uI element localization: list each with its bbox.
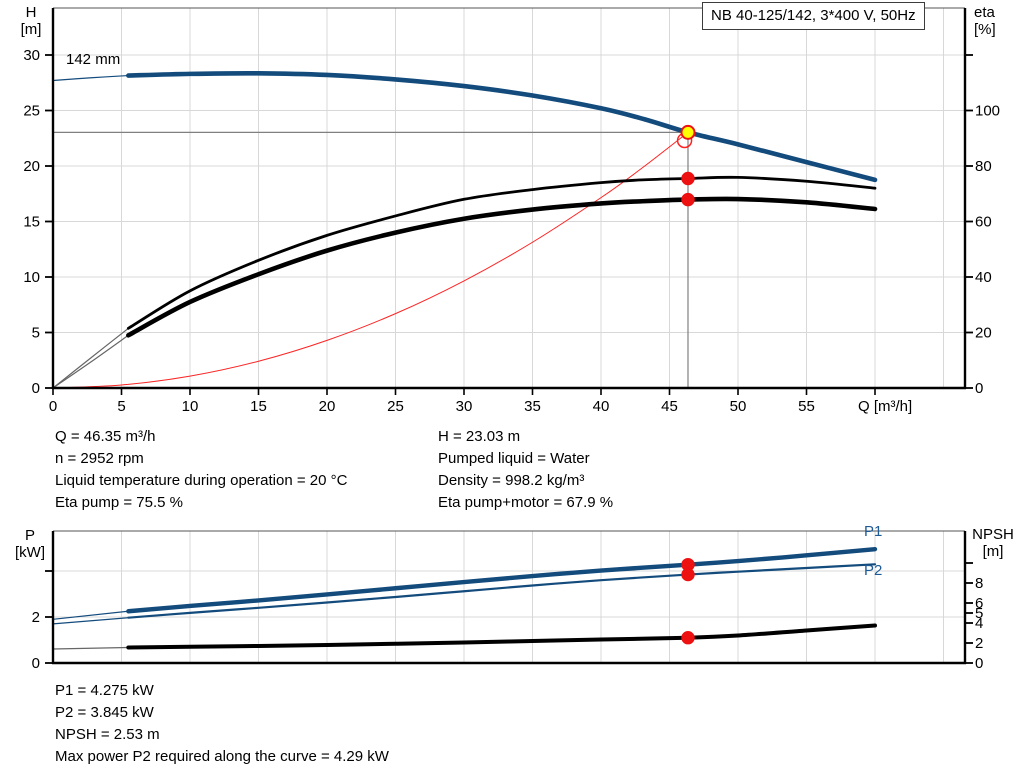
h-axis-unit: [m] — [20, 21, 42, 38]
result-density: Density = 998.2 kg/m³ — [438, 472, 585, 489]
eta-axis-title: eta [%] — [974, 4, 996, 38]
left-tick-label-30: 30 — [23, 47, 40, 64]
result-eta-pump-motor: Eta pump+motor = 67.9 % — [438, 494, 614, 511]
result-p1: P1 = 4.275 kW — [55, 682, 154, 699]
left-tick-label-15: 15 — [23, 214, 40, 231]
result-liquid-temp: Liquid temperature during operation = 20… — [55, 472, 348, 489]
npsh-axis-unit: [m] — [982, 543, 1004, 560]
impeller-size-label: 142 mm — [66, 51, 121, 68]
result-p2: P2 = 3.845 kW — [55, 704, 154, 721]
p-axis-symbol: P — [24, 527, 35, 544]
npsh-curve-start — [52, 646, 129, 650]
x-tick-label-0: 0 — [49, 398, 57, 415]
x-tick-label-40: 40 — [593, 398, 610, 415]
right-tick-label-0: 0 — [975, 655, 983, 672]
x-tick-label-45: 45 — [661, 398, 678, 415]
p2-curve-start — [52, 617, 129, 625]
right-tick-label-5: 5 — [975, 605, 983, 622]
p-axis-unit: [kW] — [15, 544, 45, 561]
x-tick-label-35: 35 — [524, 398, 541, 415]
result-block-bottom: P1 = 4.275 kW P2 = 3.845 kW NPSH = 2.53 … — [55, 680, 389, 768]
right-tick-label-80: 80 — [975, 158, 992, 175]
result-q: Q = 46.35 m³/h — [55, 428, 156, 445]
q-axis-title: Q [m³/h] — [858, 398, 913, 415]
p1-curve — [126, 546, 878, 614]
eta-axis-symbol: eta — [974, 4, 995, 21]
right-tick-label-4: 4 — [975, 615, 983, 632]
right-tick-label-8: 8 — [975, 575, 983, 592]
x-tick-label-5: 5 — [117, 398, 125, 415]
p-axis-title: P [kW] — [6, 527, 54, 561]
x-tick-label-55: 55 — [798, 398, 815, 415]
right-tick-label-100: 100 — [975, 103, 1000, 120]
result-npsh: NPSH = 2.53 m — [55, 726, 160, 743]
system-curve — [52, 131, 689, 389]
x-tick-label-50: 50 — [730, 398, 747, 415]
npsh-axis-symbol: NPSH — [972, 526, 1014, 543]
p1-curve-start — [52, 610, 129, 620]
x-tick-label-30: 30 — [456, 398, 473, 415]
left-tick-label-2: 2 — [32, 609, 40, 626]
pump-curve — [126, 70, 878, 183]
x-tick-label-25: 25 — [387, 398, 404, 415]
result-speed: n = 2952 rpm — [55, 450, 144, 467]
eta-pump-curve-start — [52, 327, 129, 389]
right-tick-label-6: 6 — [975, 595, 983, 612]
eta-axis-unit: [%] — [974, 21, 996, 38]
duty-dot-marker-2 — [681, 631, 695, 645]
npsh-curve — [126, 623, 877, 650]
left-tick-label-25: 25 — [23, 103, 40, 120]
pump-title: NB 40-125/142, 3*400 V, 50Hz — [711, 7, 916, 24]
p2-curve — [127, 563, 877, 619]
eta-pump-motor-curve-start — [52, 334, 129, 389]
right-tick-label-40: 40 — [975, 269, 992, 286]
x-tick-label-20: 20 — [319, 398, 336, 415]
right-tick-label-20: 20 — [975, 325, 992, 342]
x-tick-label-15: 15 — [250, 398, 267, 415]
left-tick-label-10: 10 — [23, 269, 40, 286]
right-tick-label-60: 60 — [975, 214, 992, 231]
duty-dot-marker-0 — [681, 171, 695, 186]
duty-dot-marker-1 — [681, 192, 695, 207]
result-eta-pump: Eta pump = 75.5 % — [55, 494, 183, 511]
left-tick-label-0: 0 — [32, 655, 40, 672]
pump-title-box: NB 40-125/142, 3*400 V, 50Hz — [702, 2, 925, 30]
p1-curve-label: P1 — [864, 523, 883, 540]
result-block-left: Q = 46.35 m³/h n = 2952 rpm Liquid tempe… — [55, 426, 347, 514]
duty-point-marker[interactable] — [680, 124, 696, 140]
pump-curve-start — [52, 74, 129, 82]
right-tick-label-2: 2 — [975, 635, 983, 652]
p2-curve-label: P2 — [864, 562, 883, 579]
left-tick-label-5: 5 — [32, 325, 40, 342]
npsh-axis-title: NPSH [m] — [964, 526, 1022, 560]
left-tick-label-0: 0 — [32, 380, 40, 397]
eta-pump-curve — [126, 175, 877, 330]
left-tick-label-20: 20 — [23, 158, 40, 175]
result-block-right: H = 23.03 m Pumped liquid = Water Densit… — [438, 426, 613, 514]
x-tick-label-10: 10 — [182, 398, 199, 415]
right-tick-label-0: 0 — [975, 380, 983, 397]
duty-dot-marker-1 — [681, 567, 695, 582]
h-axis-symbol: H — [25, 4, 37, 21]
result-h: H = 23.03 m — [438, 428, 521, 445]
h-axis-title: H [m] — [10, 4, 52, 38]
eta-pump-motor-curve — [126, 196, 878, 338]
result-max-p2: Max power P2 required along the curve = … — [55, 748, 389, 765]
result-pumped-liquid: Pumped liquid = Water — [438, 450, 590, 467]
